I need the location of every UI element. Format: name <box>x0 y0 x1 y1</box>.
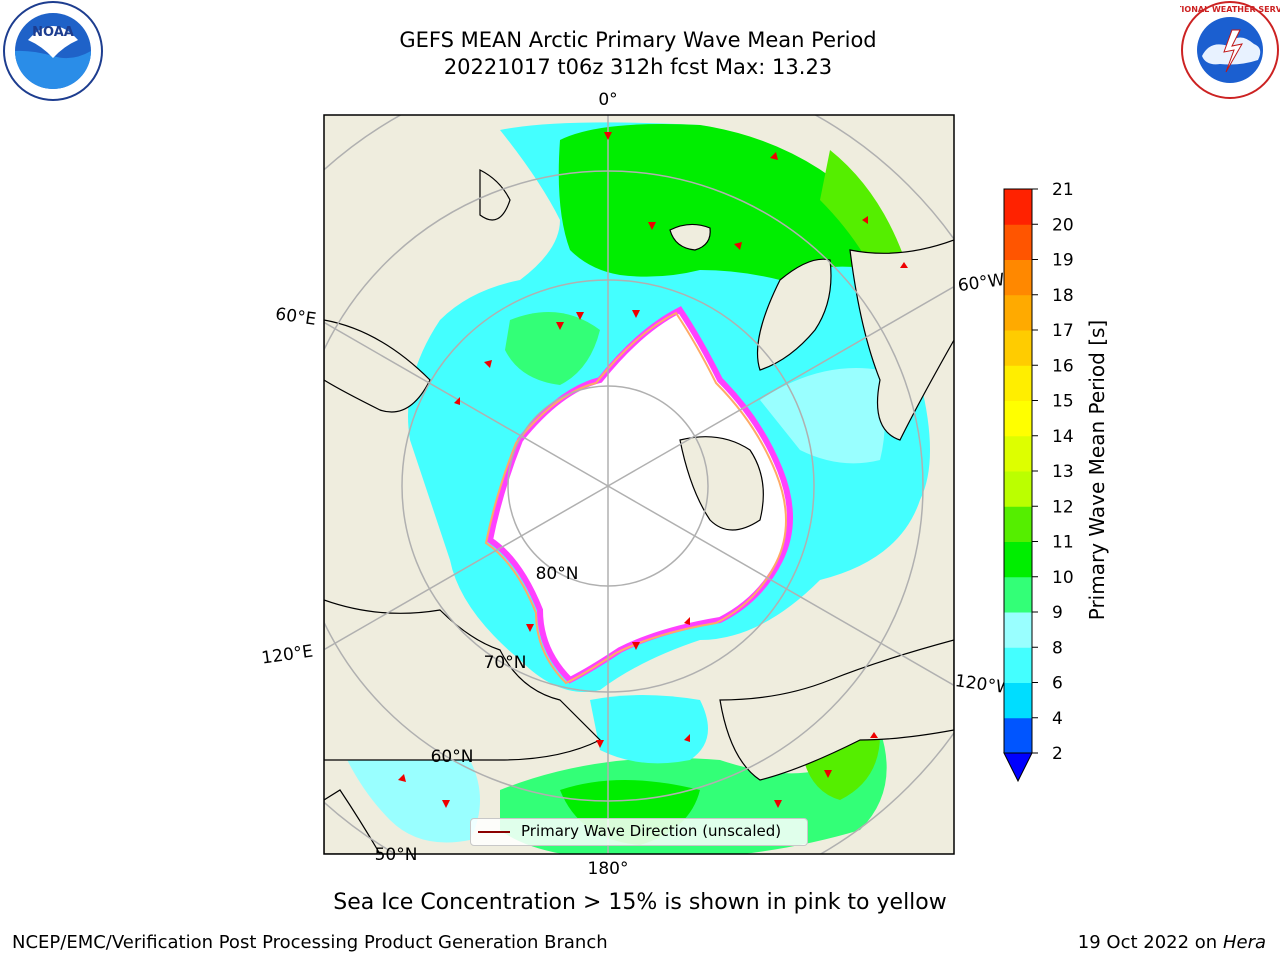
colorbar-tick-label: 13 <box>1052 462 1074 482</box>
colorbar-tick-label: 14 <box>1052 427 1074 447</box>
colorbar-segment <box>1004 294 1032 331</box>
wave-arrow <box>556 322 564 330</box>
wave-arrow <box>648 222 656 230</box>
sea-ice <box>484 306 793 685</box>
wave-arrow <box>442 800 450 808</box>
wave-arrow <box>870 732 878 738</box>
wave-arrow <box>526 624 534 632</box>
footer-date-text: 19 Oct 2022 on <box>1077 932 1223 953</box>
colorbar-segment <box>1004 682 1032 719</box>
nws-logo-text: NATIONAL WEATHER SERVICE <box>1180 5 1280 14</box>
noaa-logo-text: NOAA <box>32 25 74 40</box>
wave-arrow <box>454 397 460 405</box>
colorbar-tick-label: 9 <box>1052 603 1063 623</box>
noaa-logo: NOAA <box>3 1 103 101</box>
wave-arrow <box>862 216 868 224</box>
footer-host: Hera <box>1222 932 1266 953</box>
colorbar: 2 4 6 8 9 10 11 12 13 14 15 16 17 18 19 20 21 <box>1003 180 1074 783</box>
wave-arrow <box>576 312 584 320</box>
wave-arrow <box>774 800 782 808</box>
colorbar-tick-label: 4 <box>1052 709 1063 729</box>
colorbar-tick-label: 12 <box>1052 497 1074 517</box>
wave-arrow <box>604 132 612 140</box>
colorbar-segment <box>1004 400 1032 437</box>
legend-line-swatch <box>478 831 510 833</box>
colorbar-segment <box>1004 612 1032 648</box>
wave-arrow <box>398 774 406 782</box>
colorbar-tick-label: 11 <box>1052 533 1074 553</box>
lat-label-50: 50°N <box>375 845 418 865</box>
footer-date: 19 Oct 2022 on Hera <box>1078 932 1266 953</box>
colorbar-tick-label: 17 <box>1052 321 1074 341</box>
chart-title: GEFS MEAN Arctic Primary Wave Mean Perio… <box>399 28 877 52</box>
coastlines <box>324 169 954 854</box>
wave-arrow <box>632 310 640 318</box>
wave-arrow <box>684 734 690 742</box>
wave-arrow <box>484 360 492 368</box>
footer-credit: NCEP/EMC/Verification Post Processing Pr… <box>12 932 608 953</box>
colorbar-segment <box>1004 471 1032 507</box>
colorbar-segment <box>1004 330 1032 366</box>
colorbar-segment <box>1004 259 1032 296</box>
colorbar-tick-label: 16 <box>1052 356 1074 376</box>
wave-arrow <box>684 617 690 625</box>
legend-label: Primary Wave Direction (unscaled) <box>521 822 782 840</box>
wave-arrow <box>824 770 832 778</box>
colorbar-tick-label: 21 <box>1052 180 1074 200</box>
colorbar-tick-label: 19 <box>1052 251 1074 271</box>
wave-arrow <box>900 262 908 268</box>
sea-ice-note: Sea Ice Concentration > 15% is shown in … <box>333 890 947 915</box>
lat-label-70: 70°N <box>484 653 527 673</box>
wave-arrow <box>734 242 742 250</box>
map-frame <box>323 114 955 855</box>
lat-label-80: 80°N <box>536 564 579 584</box>
lon-label-0: 0° <box>598 90 617 110</box>
colorbar-segment <box>1004 435 1032 472</box>
colorbar-segment <box>1004 576 1032 613</box>
colorbar-tick-label: 10 <box>1052 568 1074 588</box>
colorbar-segment <box>1004 365 1032 401</box>
lon-label-60e: 60°E <box>274 304 317 329</box>
wave-arrow <box>632 642 640 650</box>
nws-logo: NATIONAL WEATHER SERVICE <box>1180 1 1280 99</box>
colorbar-segment <box>1004 224 1032 260</box>
lon-label-120e: 120°E <box>260 642 314 669</box>
lat-label-60: 60°N <box>431 747 474 767</box>
colorbar-segment <box>1004 647 1032 683</box>
lon-label-180: 180° <box>588 859 629 879</box>
chart-subtitle: 20221017 t06z 312h fcst Max: 13.23 <box>443 55 833 79</box>
colorbar-tick-label: 15 <box>1052 392 1074 412</box>
graticule <box>324 115 954 854</box>
colorbar-tick-label: 20 <box>1052 215 1074 235</box>
colorbar-extend-arrow <box>1003 752 1033 783</box>
colorbar-tick-label: 18 <box>1052 286 1074 306</box>
wave-arrow <box>770 152 778 160</box>
wave-direction-arrows <box>398 132 908 808</box>
colorbar-segment <box>1004 541 1032 578</box>
colorbar-tick-label: 8 <box>1052 638 1063 658</box>
wave-arrow <box>596 740 604 748</box>
colorbar-tick-label: 6 <box>1052 674 1063 694</box>
legend <box>470 818 808 846</box>
lon-label-60w: 60°W <box>957 270 1006 296</box>
colorbar-segment <box>1004 506 1032 542</box>
colorbar-segment <box>1004 189 1032 225</box>
colorbar-tick-label: 2 <box>1052 744 1063 764</box>
colorbar-label: Primary Wave Mean Period [s] <box>1085 319 1109 621</box>
colorbar-segment <box>1004 717 1032 754</box>
